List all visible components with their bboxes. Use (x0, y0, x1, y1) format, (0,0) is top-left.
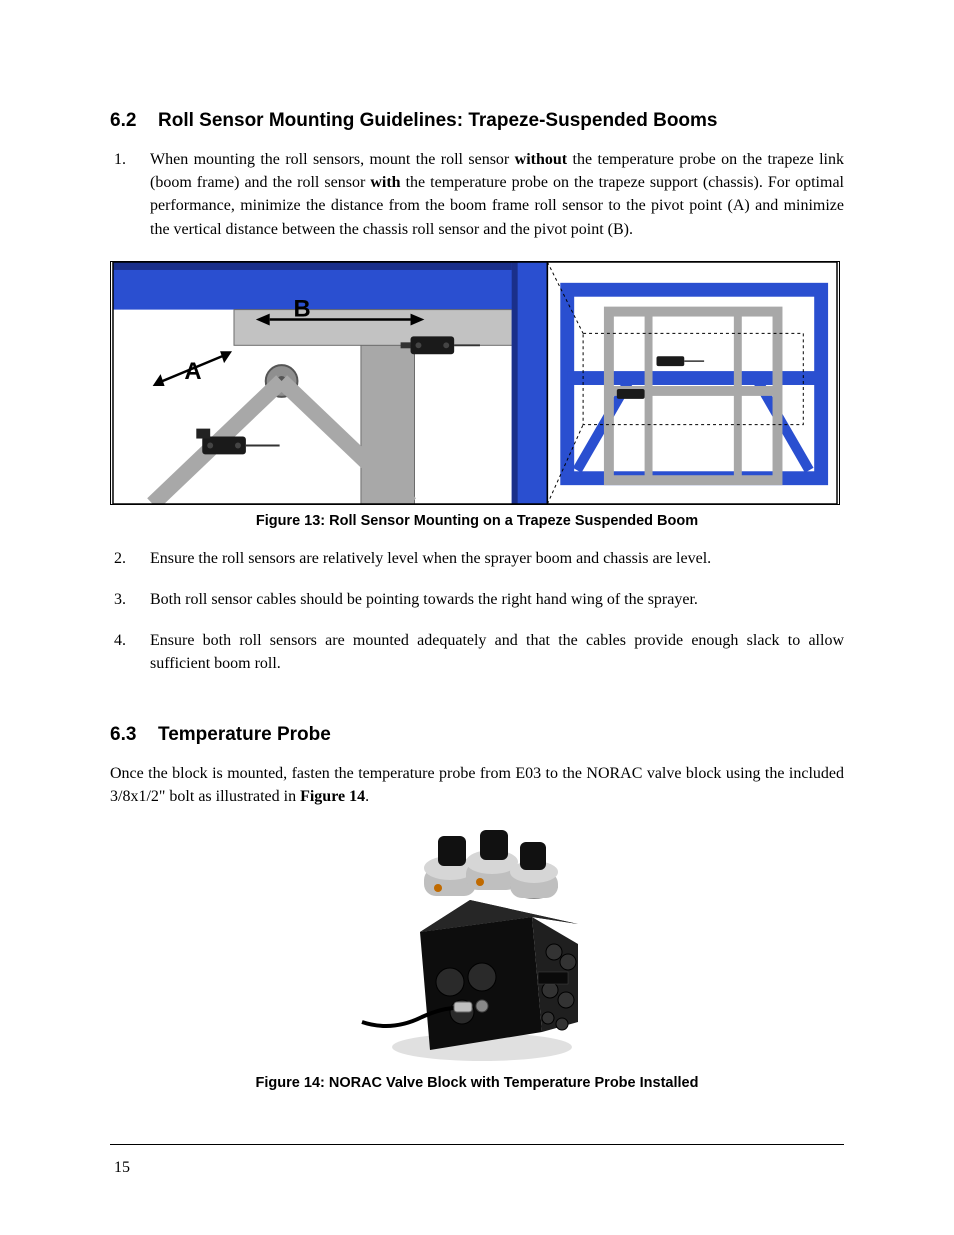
list-body: When mounting the roll sensors, mount th… (150, 148, 844, 241)
section-6-3-heading: 6.3Temperature Probe (110, 724, 844, 746)
section-6-2-heading: 6.2Roll Sensor Mounting Guidelines: Trap… (110, 110, 844, 132)
footer-rule (110, 1144, 844, 1145)
section-title: Temperature Probe (158, 724, 331, 745)
list-6-2-cont: 2. Ensure the roll sensors are relativel… (110, 547, 844, 676)
section-title: Roll Sensor Mounting Guidelines: Trapeze… (158, 110, 718, 131)
section-num: 6.3 (110, 724, 158, 746)
figure-14-caption: Figure 14: NORAC Valve Block with Temper… (110, 1075, 844, 1091)
list-marker: 1. (110, 148, 150, 241)
list-item-1: 1. When mounting the roll sensors, mount… (110, 148, 844, 241)
section-6-3-para: Once the block is mounted, fasten the te… (110, 762, 844, 808)
list-item-4: 4. Ensure both roll sensors are mounted … (110, 629, 844, 675)
list-6-2: 1. When mounting the roll sensors, mount… (110, 148, 844, 241)
figure-13-label-b: B (294, 295, 311, 322)
page-number: 15 (114, 1159, 130, 1177)
section-num: 6.2 (110, 110, 158, 132)
list-item-2: 2. Ensure the roll sensors are relativel… (110, 547, 844, 570)
figure-13-svg: A B (110, 261, 840, 505)
list-item-3: 3. Both roll sensor cables should be poi… (110, 588, 844, 611)
figure-14: Figure 14: NORAC Valve Block with Temper… (110, 822, 844, 1091)
figure-13: A B (110, 261, 844, 529)
figure-13-caption: Figure 13: Roll Sensor Mounting on a Tra… (110, 513, 844, 529)
figure-13-label-a: A (184, 358, 201, 385)
figure-14-svg (342, 822, 612, 1067)
